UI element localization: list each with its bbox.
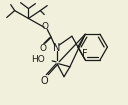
Text: O: O [40,76,48,86]
Text: HO: HO [31,55,45,64]
Text: F: F [82,49,88,59]
Text: N: N [53,43,61,53]
Text: O: O [42,22,49,31]
Text: O: O [40,44,47,53]
